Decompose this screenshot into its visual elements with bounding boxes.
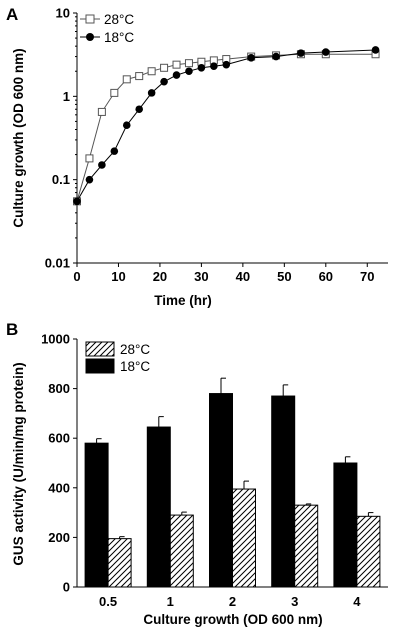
legend-label-18c: 18°C	[104, 30, 134, 45]
y-tick-label: 10	[56, 6, 70, 21]
chart-a-tick-labels: 0.01 0.1 1 10 0 10 20 30 40 50 60 70	[45, 6, 375, 285]
bar-18c	[146, 426, 171, 588]
legend-label-28c: 28°C	[104, 12, 134, 27]
data-point-18c	[272, 52, 280, 61]
legend-swatch-28c	[85, 341, 115, 357]
series-line-28c	[76, 53, 376, 202]
data-point-18c	[172, 71, 181, 79]
y-tick-label: 200	[48, 530, 70, 545]
data-point-18c	[160, 77, 168, 86]
data-point-18c	[185, 67, 193, 76]
legend-label-28c: 28°C	[120, 342, 150, 357]
x-tick-label: 20	[153, 269, 167, 284]
chart-a-series	[73, 46, 380, 206]
data-point-18c	[85, 175, 94, 184]
data-point-18c	[73, 197, 81, 206]
legend-swatch-18c	[85, 358, 115, 374]
data-point-28c	[147, 67, 156, 76]
y-tick-label: 1	[63, 89, 70, 104]
x-tick-label: 0.5	[99, 594, 117, 609]
bar-28c	[294, 504, 319, 588]
legend-marker-28c	[85, 14, 95, 24]
panel-label-a: A	[6, 5, 18, 24]
x-tick-label: 3	[291, 594, 298, 609]
x-tick-label: 2	[229, 594, 236, 609]
chart-a: A 0.01 0.1 1 10 0 10 20 30 40 50 60 70 Time (hr) Cu…	[6, 5, 388, 308]
x-tick-label: 70	[360, 269, 374, 284]
chart-b-legend: 28°C 18°C	[85, 341, 150, 374]
x-tick-label: 60	[319, 269, 333, 284]
x-tick-label: 10	[111, 269, 125, 284]
data-point-18c	[147, 89, 156, 97]
data-point-18c	[122, 121, 131, 130]
data-point-28c	[135, 72, 144, 81]
y-tick-label: 600	[48, 431, 70, 446]
bar-18c	[84, 442, 109, 588]
bar-18c	[333, 462, 358, 588]
x-tick-label: 4	[353, 594, 361, 609]
y-tick-label: 1000	[41, 332, 70, 347]
data-point-18c	[222, 60, 231, 69]
y-tick-label: 800	[48, 381, 70, 396]
data-point-18c	[247, 54, 255, 62]
bar-28c	[169, 514, 194, 588]
data-point-18c	[371, 46, 380, 54]
legend-marker-18c	[86, 33, 94, 41]
chart-b: B 0.5 1 2 3 4 0 200 400 600 800 1000 Culture growt…	[6, 320, 388, 627]
chart-a-xlabel: Time (hr)	[154, 293, 212, 308]
x-tick-label: 30	[194, 269, 208, 284]
data-point-28c	[110, 88, 119, 97]
chart-a-ylabel: Culture growth (OD 600 nm)	[11, 48, 26, 227]
data-point-18c	[110, 147, 119, 155]
x-tick-label: 50	[277, 269, 291, 284]
data-point-28c	[85, 154, 94, 163]
chart-b-axes	[73, 338, 388, 588]
data-point-18c	[297, 49, 305, 57]
chart-a-legend: 28°C 18°C	[80, 12, 134, 45]
chart-b-xlabel: Culture growth (OD 600 nm)	[143, 612, 322, 627]
panel-label-b: B	[6, 320, 18, 339]
bar-28c	[107, 538, 132, 588]
data-point-28c	[184, 59, 193, 68]
chart-b-tick-labels: 0.5 1 2 3 4 0 200 400 600 800 1000	[41, 332, 361, 610]
data-point-18c	[210, 62, 218, 70]
data-point-28c	[97, 107, 106, 116]
x-tick-label: 40	[236, 269, 250, 284]
bar-28c	[232, 488, 256, 588]
series-line-18c	[76, 49, 376, 202]
bar-28c	[356, 515, 381, 588]
chart-b-bars	[84, 377, 381, 588]
chart-a-axes	[73, 12, 388, 267]
x-tick-label: 1	[167, 594, 174, 609]
bar-18c	[271, 395, 296, 588]
x-tick-label: 0	[73, 269, 80, 284]
data-point-18c	[322, 48, 330, 56]
data-point-28c	[172, 60, 181, 69]
data-point-28c	[160, 63, 169, 72]
y-tick-label: 0.01	[45, 256, 70, 271]
y-tick-label: 400	[48, 480, 70, 495]
chart-b-ylabel: GUS activity (U/min/mg protein)	[11, 362, 26, 565]
data-point-18c	[197, 63, 206, 72]
y-tick-label: 0.1	[52, 172, 70, 187]
data-point-28c	[122, 75, 131, 84]
data-point-18c	[98, 161, 106, 169]
legend-label-18c: 18°C	[120, 359, 150, 374]
bar-18c	[209, 393, 233, 588]
data-point-18c	[135, 105, 143, 114]
y-tick-label: 0	[63, 580, 70, 595]
